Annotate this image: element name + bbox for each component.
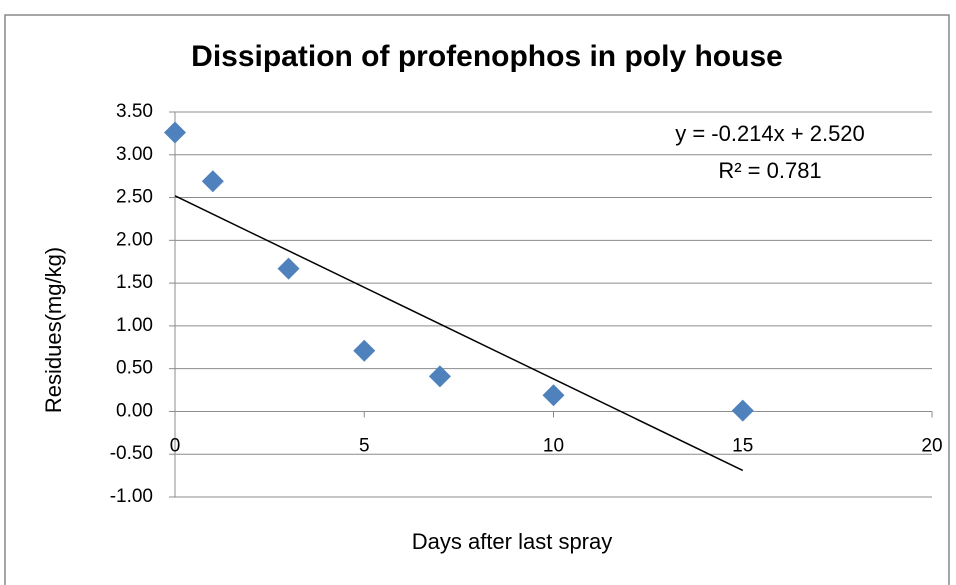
- x-tick-label: 5: [359, 435, 370, 456]
- data-point: [201, 170, 224, 193]
- y-tick-label: 3.00: [116, 144, 153, 165]
- x-tick-label: 20: [921, 435, 942, 456]
- y-tick-label: 3.50: [116, 101, 153, 122]
- x-tick-label: 0: [170, 435, 181, 456]
- data-point: [428, 365, 451, 388]
- y-axis-label: Residues(mg/kg): [41, 247, 66, 413]
- chart-title: Dissipation of profenophos in poly house: [191, 40, 783, 73]
- y-tick-label: 1.00: [116, 315, 153, 336]
- x-tick-label: 15: [732, 435, 753, 456]
- data-point: [731, 399, 754, 422]
- y-tick-label: 2.50: [116, 187, 153, 208]
- data-point: [353, 339, 376, 362]
- x-axis-label: Days after last spray: [412, 529, 613, 554]
- y-tick-label: -1.00: [110, 486, 153, 507]
- x-tick-label: 10: [543, 435, 564, 456]
- y-tick-label: 2.00: [116, 229, 153, 250]
- y-tick-label: -0.50: [110, 443, 153, 464]
- trendline-equation: y = -0.214x + 2.520: [675, 121, 865, 146]
- chart-border: [4, 14, 950, 585]
- trendline: [174, 195, 744, 472]
- data-point: [542, 384, 565, 407]
- y-tick-label: 0.50: [116, 358, 153, 379]
- y-tick-label: 0.00: [116, 400, 153, 421]
- data-point: [164, 121, 186, 144]
- y-tick-label: 1.50: [116, 272, 153, 293]
- data-point: [277, 257, 300, 280]
- trendline-r2: R² = 0.781: [718, 158, 821, 183]
